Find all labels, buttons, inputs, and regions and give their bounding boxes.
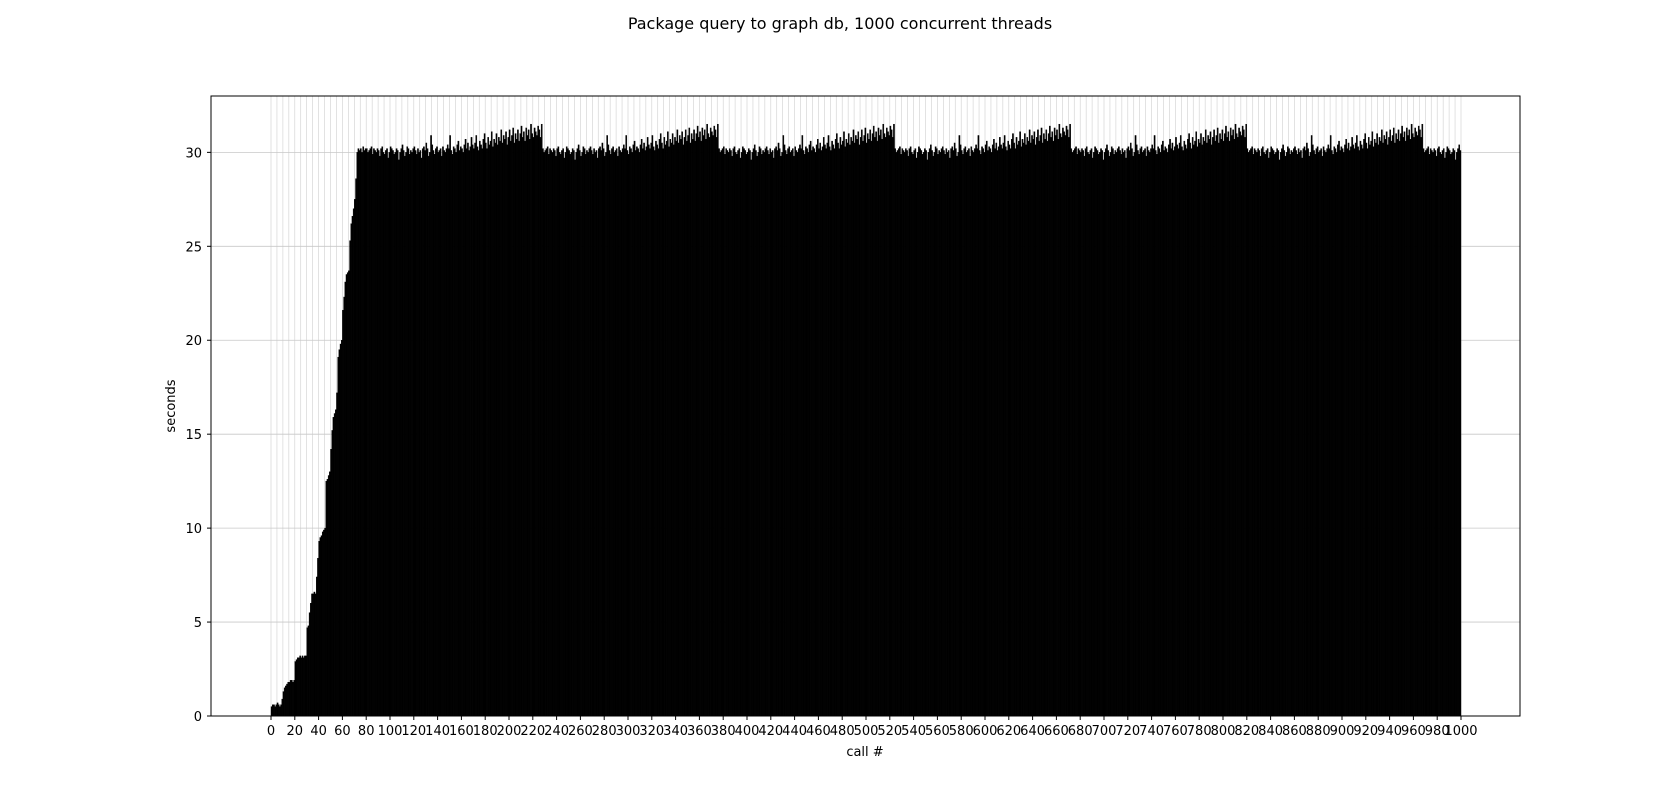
bars [270, 123, 1462, 717]
x-tick-label: 800 [1211, 724, 1236, 739]
x-tick-label: 600 [973, 724, 998, 739]
x-tick-label: 880 [1306, 724, 1331, 739]
x-tick-label: 480 [830, 724, 855, 739]
x-tick-label: 260 [568, 724, 593, 739]
y-tick-label: 0 [194, 710, 202, 725]
x-tick-label: 360 [687, 724, 712, 739]
x-tick-label: 240 [544, 724, 569, 739]
x-tick-label: 460 [806, 724, 831, 739]
y-tick-label: 25 [185, 240, 202, 255]
x-tick-label: 300 [616, 724, 641, 739]
x-tick-label: 200 [497, 724, 522, 739]
y-tick-label: 5 [194, 616, 202, 631]
x-tick-label: 1000 [1444, 724, 1477, 739]
x-tick-label: 560 [925, 724, 950, 739]
x-tick-label: 940 [1377, 724, 1402, 739]
x-tick-label: 960 [1401, 724, 1426, 739]
x-tick-label: 680 [1068, 724, 1093, 739]
x-tick-label: 20 [287, 724, 304, 739]
x-tick-label: 420 [758, 724, 783, 739]
chart-title: Package query to graph db, 1000 concurre… [628, 14, 1052, 33]
x-tick-label: 340 [663, 724, 688, 739]
x-tick-label: 80 [358, 724, 375, 739]
x-tick-label: 900 [1330, 724, 1355, 739]
y-ticks: 0 5 10 15 20 25 30 [185, 146, 211, 725]
x-tick-label: 60 [334, 724, 351, 739]
y-tick-label: 20 [185, 334, 202, 349]
x-tick-label: 660 [1044, 724, 1069, 739]
x-tick-label: 120 [401, 724, 426, 739]
y-tick-label: 10 [185, 522, 202, 537]
x-tick-label: 820 [1234, 724, 1259, 739]
x-tick-label: 760 [1163, 724, 1188, 739]
x-tick-label: 840 [1258, 724, 1283, 739]
x-ticks: 0 20 40 60 80 1001201401601802002202402602803… [267, 716, 1478, 739]
x-tick-label: 520 [877, 724, 902, 739]
x-tick-label: 40 [310, 724, 327, 739]
x-tick-label: 720 [1115, 724, 1140, 739]
x-tick-label: 160 [449, 724, 474, 739]
y-tick-label: 30 [185, 146, 202, 161]
x-tick-label: 740 [1139, 724, 1164, 739]
x-axis-label: call # [846, 745, 883, 760]
bar [1459, 150, 1462, 717]
x-tick-label: 400 [735, 724, 760, 739]
x-tick-label: 580 [949, 724, 974, 739]
x-tick-label: 860 [1282, 724, 1307, 739]
x-tick-label: 780 [1187, 724, 1212, 739]
x-tick-label: 180 [473, 724, 498, 739]
x-tick-label: 980 [1425, 724, 1450, 739]
x-tick-label: 640 [1020, 724, 1045, 739]
x-tick-label: 320 [639, 724, 664, 739]
x-tick-label: 140 [425, 724, 450, 739]
x-tick-label: 100 [378, 724, 403, 739]
x-tick-label: 220 [520, 724, 545, 739]
x-tick-label: 500 [854, 724, 879, 739]
x-tick-label: 920 [1353, 724, 1378, 739]
y-axis-label: seconds [164, 379, 179, 432]
x-tick-label: 440 [782, 724, 807, 739]
x-tick-label: 0 [267, 724, 275, 739]
x-tick-label: 540 [901, 724, 926, 739]
x-tick-label: 620 [996, 724, 1021, 739]
y-tick-label: 15 [185, 428, 202, 443]
x-tick-label: 380 [711, 724, 736, 739]
x-tick-label: 280 [592, 724, 617, 739]
x-tick-label: 700 [1092, 724, 1117, 739]
